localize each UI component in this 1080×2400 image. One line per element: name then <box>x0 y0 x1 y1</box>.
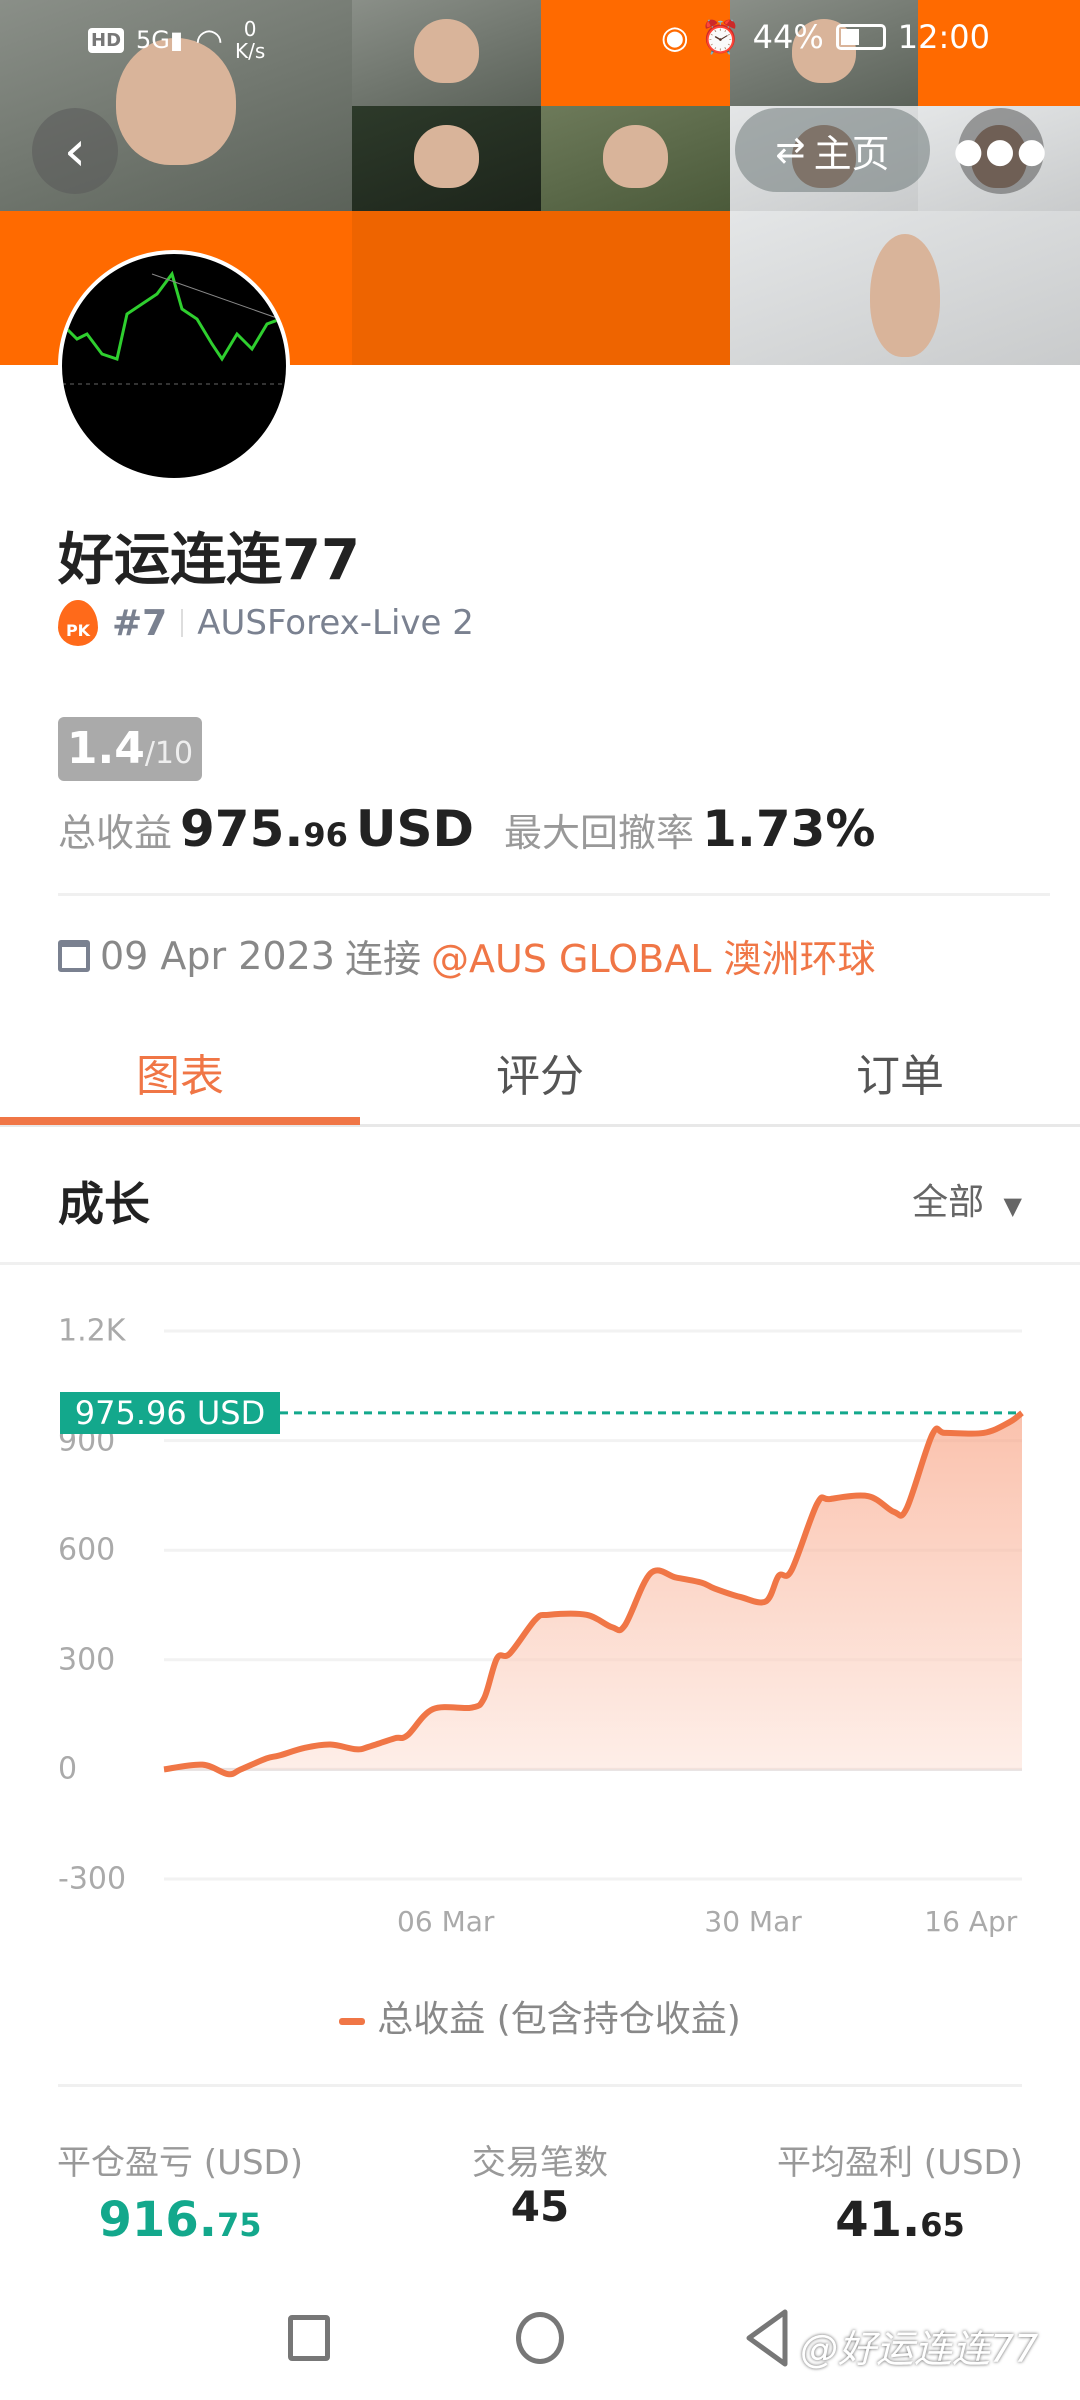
calendar-icon <box>58 939 90 972</box>
avatar <box>58 250 290 482</box>
x-tick-label: 16 Apr <box>924 1905 1018 1938</box>
max-drawdown-label: 最大回撤率 <box>504 811 695 855</box>
divider <box>58 2084 1022 2087</box>
avg-profit-value: 41.65 <box>835 2192 965 2248</box>
separator <box>181 609 184 637</box>
connect-label: 连接 <box>344 937 421 981</box>
back-button[interactable]: ‹ <box>32 108 118 194</box>
range-filter-value: 全部 <box>912 1182 985 1223</box>
total-profit-dec: 96 <box>303 816 348 854</box>
more-dots-icon: ●●● <box>953 131 1049 171</box>
x-tick-label: 30 Mar <box>704 1905 802 1938</box>
home-label: 主页 <box>813 131 890 176</box>
rank: #7 <box>112 602 168 644</box>
y-tick-label: -300 <box>58 1861 127 1897</box>
closed-pnl-dec: 75 <box>216 2206 262 2244</box>
home-button[interactable]: ⇄ 主页 <box>735 108 930 192</box>
score-badge: 1.4 /10 <box>58 717 202 781</box>
tab-rating[interactable]: 评分 <box>496 1051 584 1102</box>
total-profit-label: 总收益 <box>58 811 173 855</box>
clock: 12:00 <box>897 18 990 56</box>
trader-name: 好运连连77 <box>58 528 360 593</box>
divider <box>0 1262 1080 1265</box>
broker-link[interactable]: @AUS GLOBAL 澳洲环球 <box>430 937 876 981</box>
banner-photo <box>352 106 541 211</box>
closed-pnl-int: 916. <box>98 2192 217 2248</box>
trade-count-label: 交易笔数 <box>472 2143 608 2183</box>
x-tick-label: 06 Mar <box>397 1905 495 1938</box>
5g-signal-icon: 5G▮ <box>136 26 184 54</box>
server-name: AUSForex-Live 2 <box>197 603 474 643</box>
active-tab-indicator <box>0 1117 360 1125</box>
more-button[interactable]: ●●● <box>954 108 1047 194</box>
trade-count-int: 45 <box>510 2182 570 2231</box>
growth-chart <box>163 1329 1024 1881</box>
banner-tile <box>352 211 730 365</box>
y-tick-label: 1.2K <box>58 1313 126 1349</box>
total-profit-unit: USD <box>355 800 475 858</box>
trade-count-value: 45 <box>511 2182 569 2231</box>
tabs-divider <box>0 1124 1080 1127</box>
net-speed: 0 <box>243 17 257 41</box>
total-profit-int: 975. <box>180 800 304 858</box>
y-tick-label: 0 <box>58 1751 78 1787</box>
chevron-left-icon: ‹ <box>63 118 87 184</box>
closed-pnl-value: 916.75 <box>99 2192 262 2248</box>
connect-date: 09 Apr 2023 <box>100 933 335 978</box>
net-speed-unit: K/s <box>235 39 266 63</box>
banner-photo <box>541 106 730 211</box>
recents-square-icon[interactable] <box>288 2315 330 2361</box>
caret-down-icon: ▼ <box>1003 1192 1022 1220</box>
closed-pnl-label: 平仓盈亏 (USD) <box>57 2143 303 2183</box>
profile-banner <box>0 0 1080 365</box>
score-max: /10 <box>144 736 194 771</box>
swap-icon: ⇄ <box>775 129 806 171</box>
watermark: @好运连连77 <box>800 2327 1039 2371</box>
avg-profit-label: 平均盈利 (USD) <box>777 2143 1023 2183</box>
alarm-icon: ⏰ <box>700 18 741 56</box>
profit-stats: 总收益 975. 96 USD 最大回撤率 1.73% <box>58 800 876 858</box>
hd-icon: HD <box>88 27 125 53</box>
battery-icon <box>835 24 886 50</box>
chart-legend: 总收益 (包含持仓收益) <box>0 1990 1080 2042</box>
avg-profit-dec: 65 <box>920 2206 965 2244</box>
growth-line <box>163 1410 1024 1778</box>
divider <box>58 893 1050 896</box>
legend-label: 总收益 (包含持仓收益) <box>377 1999 741 2040</box>
avg-profit-int: 41. <box>835 2192 921 2248</box>
section-title: 成长 <box>58 1177 150 1231</box>
status-bar-right: ◉ ⏰ 44% 12:00 <box>661 18 990 56</box>
status-bar-left: HD 5G▮ ◠ 0 K/s <box>88 18 265 62</box>
banner-tile <box>918 0 1080 106</box>
back-triangle-icon[interactable] <box>745 2308 789 2368</box>
wifi-icon: ◠ <box>195 21 224 59</box>
growth-area <box>164 1412 1022 1775</box>
score: 1.4 <box>66 723 145 774</box>
current-value-label: 975.96 USD <box>60 1391 280 1434</box>
y-tick-label: 300 <box>58 1642 116 1678</box>
legend-swatch <box>339 2017 366 2025</box>
y-tick-label: 600 <box>58 1532 116 1568</box>
eye-icon: ◉ <box>660 18 689 56</box>
banner-tile <box>541 0 730 106</box>
banner-photo <box>730 211 1080 365</box>
tab-orders[interactable]: 订单 <box>856 1051 944 1102</box>
rank-row: PK #7 AUSForex-Live 2 <box>58 600 474 646</box>
battery-percent: 44% <box>752 18 824 56</box>
home-circle-icon[interactable] <box>516 2312 564 2364</box>
max-drawdown: 1.73% <box>702 800 876 858</box>
tab-chart[interactable]: 图表 <box>136 1051 224 1102</box>
pk-flame-icon: PK <box>58 600 98 646</box>
banner-photo <box>352 0 541 106</box>
range-filter-dropdown[interactable]: 全部 ▼ <box>912 1173 1022 1225</box>
chart-thumbnail-icon <box>62 270 286 385</box>
connection-row: 09 Apr 2023 连接 @AUS GLOBAL 澳洲环球 <box>58 928 875 983</box>
